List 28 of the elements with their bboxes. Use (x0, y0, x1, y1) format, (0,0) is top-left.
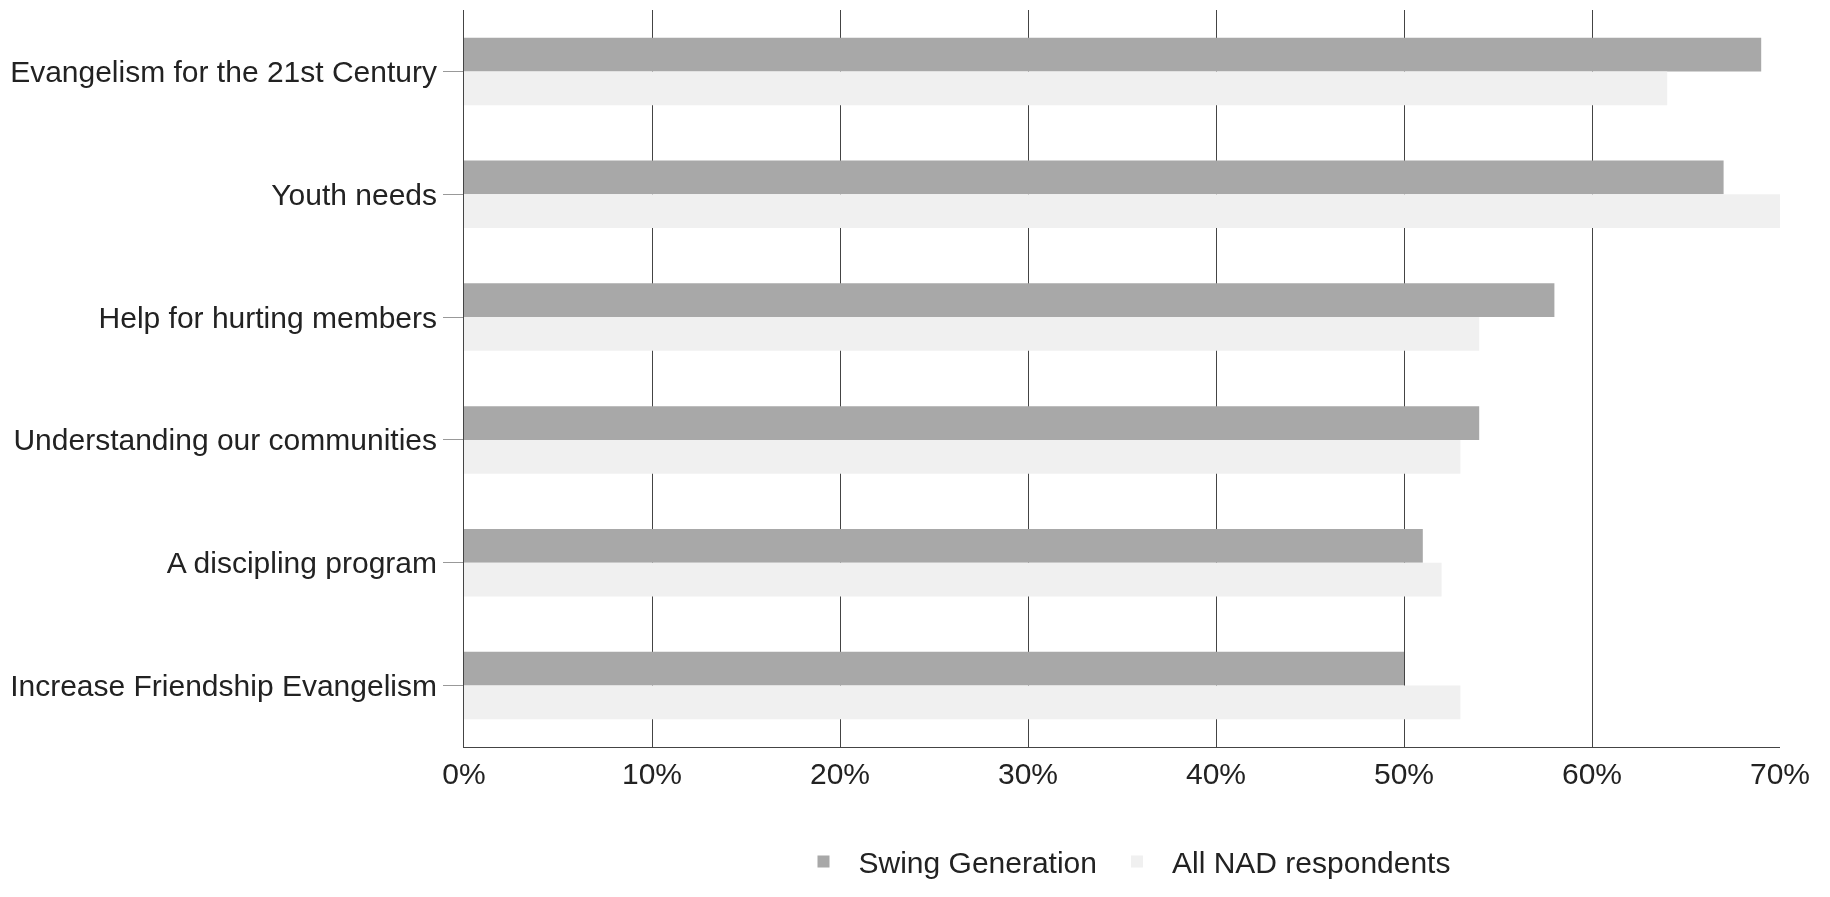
x-tick-label: 50% (1373, 757, 1435, 790)
bar (464, 651, 1404, 686)
bar (464, 317, 1480, 351)
bar (464, 71, 1668, 106)
x-tick-label: 60% (1561, 757, 1623, 790)
y-tick-label: Evangelism for the 21st Century (10, 54, 437, 88)
bar (464, 562, 1442, 597)
x-tick-label: 20% (809, 757, 871, 790)
x-tick-label: 40% (1185, 757, 1247, 790)
bar (464, 439, 1461, 474)
bar (464, 283, 1555, 318)
bar (464, 528, 1423, 563)
y-tick-label: Understanding our communities (13, 423, 437, 457)
x-tick-label: 30% (997, 757, 1059, 790)
x-tick-label: 10% (621, 757, 683, 790)
bar (464, 37, 1762, 72)
legend-label: All NAD respondents (1171, 846, 1451, 880)
bar (464, 194, 1780, 229)
bar (464, 685, 1461, 720)
x-tick-label: 0% (442, 757, 486, 790)
y-tick-label: Youth needs (271, 177, 437, 211)
bar (464, 160, 1724, 195)
y-tick-label: A discipling program (166, 546, 437, 580)
legend-label: Swing Generation (858, 846, 1097, 880)
y-tick-label: Increase Friendship Evangelism (10, 669, 437, 703)
x-tick-label: 70% (1749, 757, 1811, 790)
bar (464, 406, 1480, 440)
y-tick-label: Help for hurting members (98, 300, 437, 334)
